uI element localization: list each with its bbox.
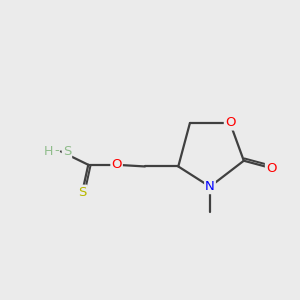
Text: H: H [44,145,53,158]
Text: S: S [63,145,71,158]
Text: O: O [266,162,276,175]
Text: -: - [55,144,59,157]
Text: O: O [225,116,235,130]
Text: O: O [111,158,122,171]
Text: N: N [205,180,215,193]
Text: S: S [78,186,86,199]
